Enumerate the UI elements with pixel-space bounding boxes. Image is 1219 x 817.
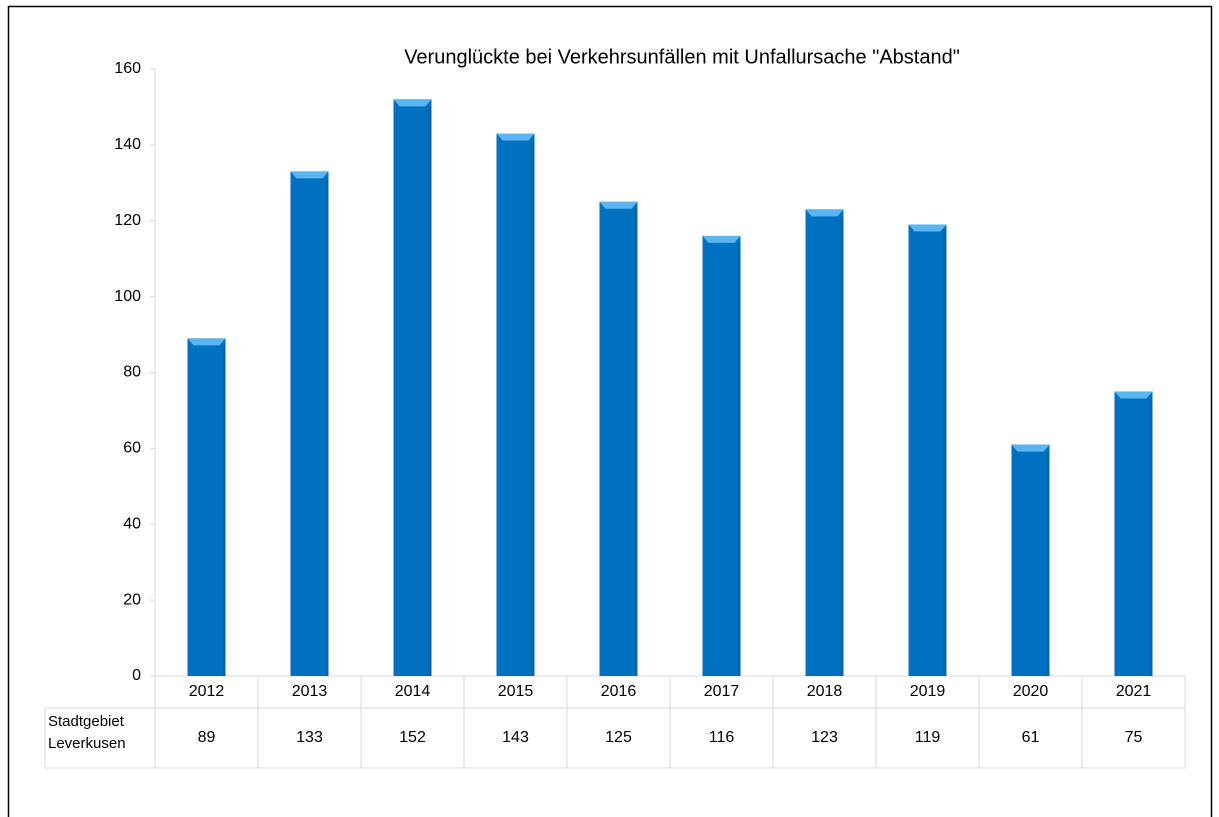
bar-shade: [737, 242, 741, 677]
chart-title: Verunglückte bei Verkehrsunfällen mit Un…: [404, 46, 960, 68]
bar-shade: [1149, 398, 1153, 676]
x-tick-label: 2012: [189, 683, 225, 700]
bar-cap: [908, 224, 947, 232]
bar: [805, 209, 844, 676]
bar: [290, 171, 329, 676]
bar: [187, 338, 226, 676]
frame: [7, 5, 1213, 817]
y-tick-label: 0: [132, 667, 141, 684]
bar-shade: [325, 178, 329, 676]
table-value: 61: [1022, 729, 1040, 746]
bar-cap: [1011, 444, 1050, 452]
table-value: 133: [296, 729, 323, 746]
bar-cap: [496, 133, 535, 141]
table-value: 152: [399, 729, 426, 746]
bar-shade: [840, 216, 844, 676]
bar-shade: [634, 208, 638, 676]
y-tick-label: 80: [123, 364, 141, 381]
x-tick-label: 2020: [1013, 683, 1049, 700]
table-value: 119: [915, 729, 941, 746]
x-tick-label: 2018: [807, 683, 843, 700]
bar-shade: [1046, 451, 1050, 676]
x-tick-label: 2013: [292, 683, 328, 700]
x-tick-label: 2015: [498, 683, 534, 700]
bar-shade: [943, 231, 947, 676]
y-tick-label: 160: [114, 60, 141, 77]
table-value: 89: [198, 729, 216, 746]
bar-shade: [222, 345, 226, 676]
table-value: 75: [1125, 729, 1143, 746]
bar-cap: [393, 99, 432, 107]
bar: [908, 224, 947, 676]
bar: [599, 201, 638, 676]
x-tick-label: 2021: [1116, 683, 1152, 700]
table-value: 143: [502, 729, 529, 746]
x-tick-label: 2019: [910, 683, 946, 700]
x-tick-label: 2016: [601, 683, 637, 700]
x-tick-label: 2017: [704, 683, 740, 700]
bar-cap: [805, 209, 844, 217]
bar-cap: [702, 235, 741, 243]
y-tick-label: 20: [123, 591, 141, 608]
bar-cap: [1114, 391, 1153, 399]
bar: [496, 133, 535, 676]
bar-cap: [187, 338, 226, 346]
bar: [1114, 391, 1153, 676]
bar-shade: [428, 106, 432, 677]
x-tick-label: 2014: [395, 683, 431, 700]
series-label: Stadtgebiet Leverkusen: [48, 713, 126, 752]
bar: [1011, 444, 1050, 676]
table-value: 123: [811, 729, 838, 746]
y-tick-label: 100: [114, 288, 141, 305]
y-tick-label: 120: [114, 212, 141, 229]
bar-cap: [599, 201, 638, 209]
bar-cap: [290, 171, 329, 179]
y-tick-label: 40: [123, 515, 141, 532]
bar: [702, 235, 741, 677]
y-tick-label: 60: [123, 440, 141, 457]
bar: [393, 99, 432, 677]
table-value: 116: [709, 729, 735, 746]
bar-shade: [531, 140, 535, 676]
table-value: 125: [605, 729, 632, 746]
y-tick-label: 140: [114, 136, 141, 153]
